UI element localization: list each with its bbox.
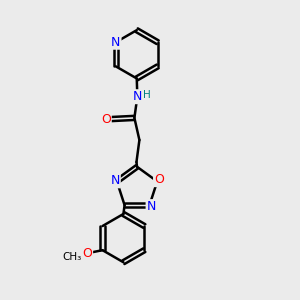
Text: O: O: [101, 112, 111, 126]
Text: N: N: [147, 200, 156, 213]
Text: O: O: [82, 247, 92, 260]
Text: H: H: [143, 90, 151, 100]
Text: N: N: [133, 90, 142, 103]
Text: N: N: [110, 174, 120, 187]
Text: N: N: [111, 36, 121, 49]
Text: O: O: [154, 173, 164, 186]
Text: CH₃: CH₃: [62, 252, 81, 262]
